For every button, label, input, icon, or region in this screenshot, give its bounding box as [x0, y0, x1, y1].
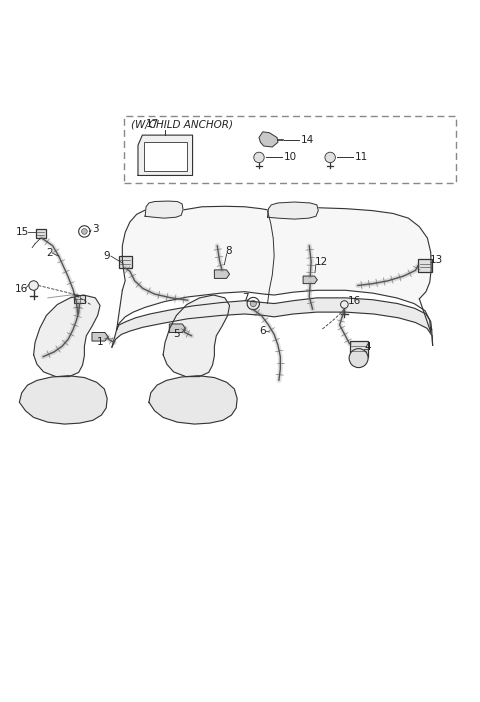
Text: 8: 8: [225, 246, 231, 256]
Text: 11: 11: [355, 152, 368, 162]
Polygon shape: [34, 295, 100, 376]
Text: 12: 12: [315, 257, 328, 267]
Circle shape: [29, 281, 38, 290]
Text: 6: 6: [259, 326, 265, 336]
Circle shape: [349, 349, 368, 368]
Polygon shape: [19, 376, 107, 424]
Polygon shape: [92, 333, 108, 341]
Text: 13: 13: [430, 255, 443, 265]
Circle shape: [82, 229, 87, 234]
Text: 16: 16: [14, 284, 28, 294]
Polygon shape: [138, 135, 192, 176]
FancyBboxPatch shape: [74, 295, 85, 303]
Polygon shape: [145, 201, 183, 218]
Text: 3: 3: [92, 224, 98, 234]
FancyBboxPatch shape: [418, 260, 432, 272]
FancyBboxPatch shape: [349, 340, 368, 357]
FancyBboxPatch shape: [119, 256, 132, 267]
Polygon shape: [267, 202, 318, 219]
Text: 1: 1: [97, 338, 103, 347]
Circle shape: [254, 152, 264, 163]
Polygon shape: [303, 276, 317, 284]
Text: 7: 7: [242, 293, 249, 303]
Text: 16: 16: [348, 296, 361, 306]
Polygon shape: [112, 298, 432, 347]
Text: (W/CHILD ANCHOR): (W/CHILD ANCHOR): [131, 120, 233, 130]
Text: 4: 4: [364, 342, 371, 352]
Text: 17: 17: [145, 119, 159, 129]
Text: 2: 2: [47, 249, 53, 258]
FancyBboxPatch shape: [144, 143, 187, 171]
Polygon shape: [163, 295, 229, 376]
Polygon shape: [259, 132, 278, 147]
Text: 9: 9: [103, 251, 110, 261]
Circle shape: [325, 152, 336, 163]
Text: 5: 5: [173, 329, 180, 339]
Polygon shape: [169, 324, 185, 333]
Polygon shape: [215, 270, 229, 279]
Circle shape: [250, 300, 256, 307]
Circle shape: [341, 300, 348, 308]
Text: 14: 14: [301, 135, 314, 145]
Text: 15: 15: [16, 227, 29, 237]
Text: 10: 10: [284, 152, 297, 162]
FancyBboxPatch shape: [36, 229, 46, 238]
Polygon shape: [149, 376, 237, 424]
Polygon shape: [117, 206, 431, 332]
